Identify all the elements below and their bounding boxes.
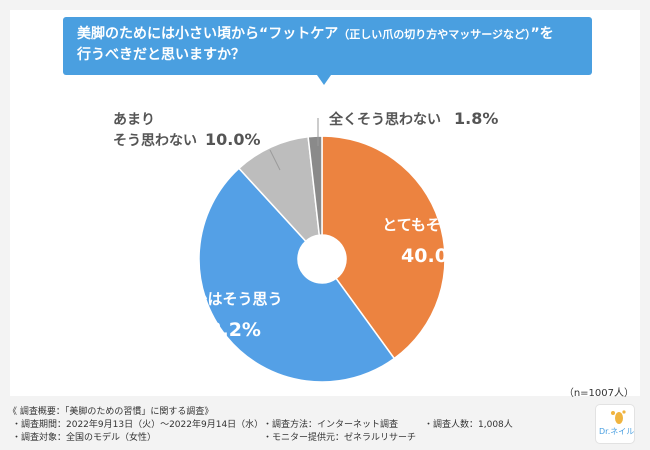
slice-value-label: 10.0% <box>205 130 261 149</box>
survey-provider: ・モニター提供元：ゼネラルリサーチ <box>263 433 417 443</box>
slice-label: あまり <box>113 112 155 128</box>
survey-method: ・調査方法：インターネット調査 <box>263 420 399 430</box>
slice-label: 全くそう思わない <box>328 111 441 128</box>
survey-count: ・調査人数：1,008人 <box>424 420 513 430</box>
survey-period: ・調査期間：2022年9月13日（火）～2022年9月14日（水） <box>12 420 264 430</box>
survey-title: 《 調査概要：「美脚のための習慣」に関する調査》 <box>8 407 214 417</box>
slice-label: 多少はそう思う <box>177 290 282 308</box>
question-text-c: ”を <box>530 26 554 42</box>
question-text-a: 美脚のためには小さい頃から“フットケア <box>77 26 339 42</box>
survey-overview: 《 調査概要：「美脚のための習慣」に関する調査》 ・調査期間：2022年9月13… <box>0 400 650 450</box>
survey-target: ・調査対象：全国のモデル（女性） <box>12 433 157 443</box>
pie-slice <box>307 135 323 236</box>
sample-size: （n=1007人） <box>563 388 634 399</box>
slice-label: とてもそう思う <box>382 216 486 234</box>
question-bubble: 美脚のためには小さい頃から“フットケア（正しい爪の切り方やマッサージなど）”を … <box>63 17 592 75</box>
leader-line <box>269 149 281 171</box>
question-line-2: 行うべきだと思いますか？ <box>77 47 245 63</box>
logo-text: Dr.ネイル <box>599 427 634 436</box>
foot-logo-icon: Dr.ネイル <box>596 405 634 443</box>
question-line-1: 美脚のためには小さい頃から“フットケア（正しい爪の切り方やマッサージなど）”を <box>77 24 582 45</box>
pie-slice <box>321 135 446 360</box>
slice-value-label: 1.8% <box>454 109 498 128</box>
slice-value-label: 48.2% <box>195 319 261 341</box>
slice-value-label: 40.0% <box>401 245 467 267</box>
pie-slice <box>198 167 396 383</box>
slice-label: そう思わない <box>113 133 197 149</box>
question-text-b: （正しい爪の切り方やマッサージなど） <box>338 28 531 41</box>
pie-slice <box>237 135 321 243</box>
bubble-tail <box>317 75 331 85</box>
